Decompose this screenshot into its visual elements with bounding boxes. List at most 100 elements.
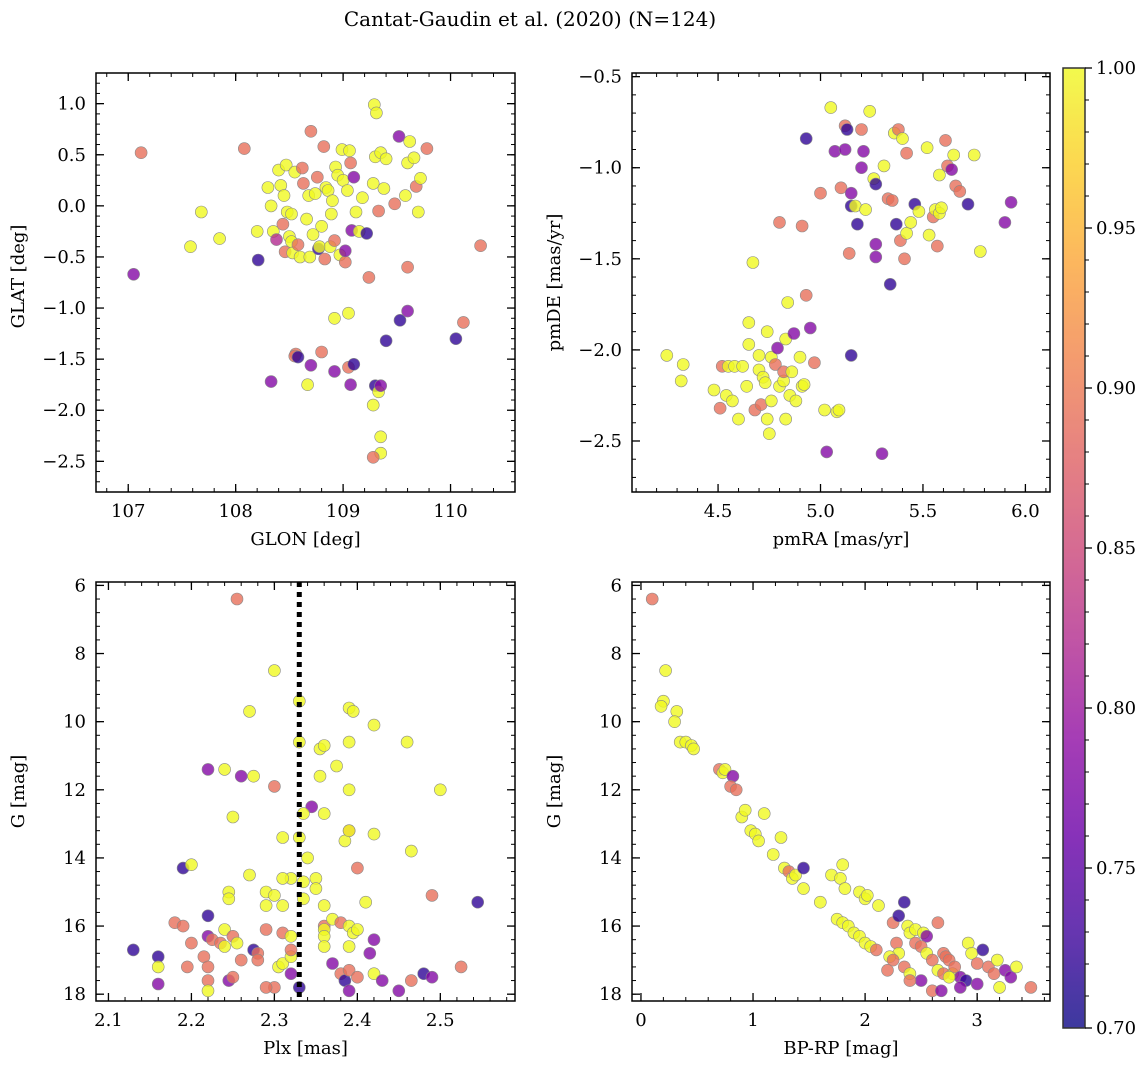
data-point [127,943,140,957]
data-point [218,763,231,776]
data-point [367,718,381,732]
x-tick-label: 2.3 [260,1010,289,1031]
y-axis-label: G [mag] [544,755,565,828]
data-point [201,763,215,776]
data-point [151,977,165,991]
data-point [367,967,381,981]
data-point [230,592,244,606]
data-point [1004,970,1018,984]
data-point [1004,196,1018,209]
data-point [366,177,380,190]
data-point [773,216,786,229]
data-point [317,940,331,953]
data-point [834,181,848,195]
data-point [779,412,793,426]
data-point [342,963,356,977]
data-point [185,858,198,872]
x-axis-label: BP-RP [mag] [783,1038,898,1059]
data-point [885,194,899,207]
data-point [903,974,917,987]
data-point [330,759,343,773]
colorbar-tick-label: 0.85 [1096,538,1136,559]
data-point [904,216,918,229]
y-tick-label: −1.5 [578,249,622,270]
data-point [774,831,788,844]
data-point [889,217,903,231]
figure-title: Cantat-Gaudin et al. (2020) (N=124) [344,7,716,31]
data-point [890,936,903,950]
data-point [729,783,743,797]
data-point [315,345,328,359]
data-point [317,899,331,912]
data-point [738,803,752,817]
data-point [933,168,946,182]
data-point [344,156,357,170]
y-tick-label: 16 [599,916,622,937]
data-point [306,228,320,241]
data-point [264,199,278,213]
data-point [869,943,883,957]
data-point [818,403,831,417]
data-point [301,378,314,392]
data-point [276,899,290,912]
data-point [342,306,355,320]
data-point [687,742,700,756]
data-point [328,311,341,325]
data-point [338,255,352,269]
y-tick-label: −0.5 [578,67,622,88]
data-point [797,882,810,895]
data-point [973,245,987,258]
y-tick-label: 14 [599,848,622,869]
data-point [961,197,975,211]
data-point [713,401,727,415]
data-point [366,398,380,412]
data-point [367,827,381,841]
data-point [359,895,373,909]
data-point [304,358,318,372]
y-tick-label: −2.0 [578,340,622,361]
data-point [324,207,338,221]
colorbar-tick-label: 0.80 [1096,698,1136,719]
data-point [771,341,784,355]
data-point [195,205,208,219]
data-point [859,203,872,216]
y-tick-label: 16 [63,916,86,937]
data-point [285,207,298,221]
x-axis-label: Plx [mas] [263,1038,348,1059]
x-tick-label: 109 [326,501,360,522]
data-point [752,349,766,362]
data-point [367,933,381,947]
data-point [403,135,417,148]
y-tick-label: 8 [75,644,86,665]
data-point [276,872,290,885]
data-point [315,220,328,233]
data-point [372,204,385,218]
x-tick-label: 2.4 [343,1010,372,1031]
data-point [201,984,215,998]
data-point [201,960,215,974]
data-point [259,981,273,994]
data-point [836,858,850,872]
data-point [342,940,356,953]
data-point [308,187,322,200]
data-point [301,851,314,865]
y-tick-label: −2.5 [578,431,622,452]
data-point [342,783,356,797]
data-point [305,800,319,814]
data-point [399,189,412,202]
data-point [855,161,868,174]
data-point [291,238,305,251]
data-point [414,172,427,185]
data-point [234,953,248,967]
data-point [896,132,909,145]
axes-frame [631,581,1051,1002]
data-point [351,970,364,984]
data-point [766,848,780,861]
x-tick-label: 5.5 [909,501,938,522]
data-point [300,212,313,226]
data-point [184,240,197,253]
data-point [268,780,281,793]
data-point [742,316,756,329]
data-point [151,960,165,974]
data-point [760,325,774,339]
